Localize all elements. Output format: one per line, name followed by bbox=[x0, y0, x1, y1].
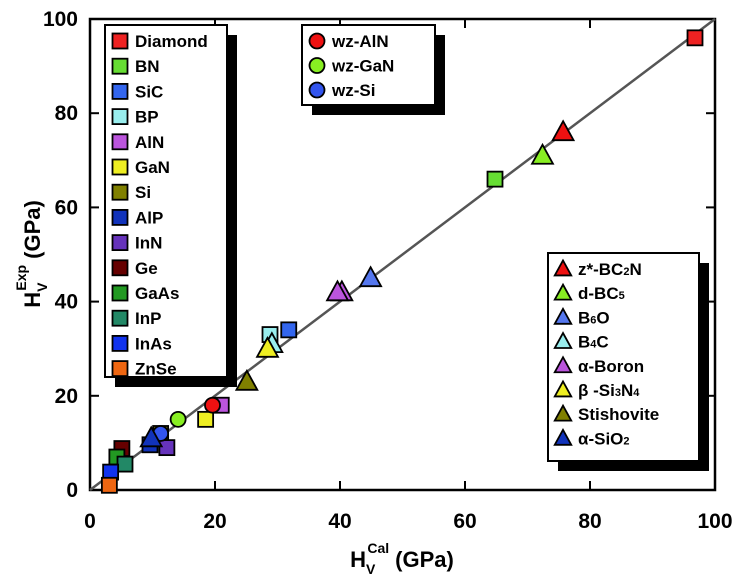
y-tick-label: 40 bbox=[55, 291, 78, 314]
legend-marker-b4c bbox=[553, 331, 573, 349]
data-point-z-bc2n bbox=[551, 119, 576, 142]
legend-label-wz-aln: wz-AlN bbox=[331, 32, 389, 51]
legend-label-wz-si: wz-Si bbox=[331, 81, 375, 100]
y-ticks: 0 20 40 60 80 100 bbox=[43, 8, 715, 502]
plot-frame bbox=[88, 17, 717, 492]
legend-label-d-bc5: d-BC5 bbox=[578, 284, 625, 303]
legend-marker-wz-gan bbox=[308, 57, 326, 74]
legend-label-sic: SiC bbox=[135, 82, 163, 101]
legend-label-ge: Ge bbox=[135, 259, 158, 278]
data-point-b6o bbox=[358, 265, 383, 288]
legend-label-alp: AlP bbox=[135, 208, 163, 227]
legend-complex: z*-BC2N d-BC5 B6O B4C α-Boron β -Si3N4 Stishov… bbox=[547, 252, 709, 471]
legend-marker-z-bc2n bbox=[553, 258, 573, 277]
data-point-wz-aln bbox=[204, 396, 221, 414]
plot-frame-group bbox=[88, 17, 717, 492]
y-axis-label-sup: Exp bbox=[13, 265, 29, 291]
legend-marker-znse bbox=[111, 360, 129, 378]
legend-label-aln: AlN bbox=[135, 133, 164, 152]
data-point-si3n4 bbox=[255, 336, 280, 358]
data-point-znse bbox=[100, 476, 118, 494]
data-point-sic bbox=[280, 321, 298, 339]
data-point-stishovite bbox=[234, 368, 259, 391]
y-tick-label: 80 bbox=[55, 102, 78, 125]
data-point-inn bbox=[158, 439, 176, 457]
legend-label-gaas: GaAs bbox=[135, 284, 179, 303]
legend-marker-bn bbox=[111, 57, 129, 75]
legend-label-b4c: B4C bbox=[578, 333, 609, 352]
legend-label-znse: ZnSe bbox=[135, 360, 177, 379]
x-tick-label: 0 bbox=[84, 510, 96, 533]
legend-label-b6o: B6O bbox=[578, 308, 610, 327]
legend-marker-inp bbox=[111, 309, 129, 327]
legend-marker-sic bbox=[111, 83, 129, 100]
legend-label-gan: GaN bbox=[135, 158, 170, 177]
legend-marker-gan bbox=[111, 158, 129, 176]
data-point-wz-gan bbox=[169, 410, 187, 428]
legend-wurtzite: wz-AlN wz-GaN wz-Si bbox=[301, 24, 445, 115]
legend-marker-gaas bbox=[111, 284, 129, 302]
data-point-boron-1 bbox=[325, 279, 350, 302]
data-point-diamond bbox=[686, 29, 704, 47]
legend-marker-diamond bbox=[111, 32, 129, 50]
legend-cubic: Diamond BN SiC BP AlN GaN Si AlP InN Ge GaAs InP InA… bbox=[104, 24, 237, 387]
x-axis-label-sub: V bbox=[366, 561, 376, 577]
data-point-bn bbox=[486, 170, 504, 188]
legend-marker-wz-aln bbox=[308, 32, 326, 50]
legend-label-inp: InP bbox=[135, 309, 161, 328]
x-tick-label: 100 bbox=[697, 510, 732, 533]
legend-label-si3n4: β -Si3N4 bbox=[578, 381, 640, 400]
legend-marker-stishovite bbox=[553, 403, 573, 422]
data-points bbox=[100, 29, 704, 494]
x-ticks: 0 20 40 60 80 100 bbox=[84, 19, 733, 533]
y-tick-label: 20 bbox=[55, 385, 78, 408]
y-axis-label: HV Exp (GPa) bbox=[13, 200, 50, 308]
x-axis-label-sup: Cal bbox=[367, 540, 389, 556]
legend-marker-inn bbox=[111, 234, 129, 252]
legend-marker-alp bbox=[111, 208, 129, 226]
y-axis-label-sub: V bbox=[34, 282, 50, 292]
legend-marker-d-bc5 bbox=[553, 282, 573, 301]
y-tick-label: 60 bbox=[55, 196, 78, 219]
legend-marker-si bbox=[111, 183, 129, 201]
legend-marker-si3n4 bbox=[553, 379, 573, 398]
legend-label-stishovite: Stishovite bbox=[578, 405, 659, 424]
y-tick-label: 100 bbox=[43, 8, 78, 31]
legend-label-sio2: α-SiO2 bbox=[578, 429, 630, 448]
legend-marker-aln bbox=[111, 133, 129, 151]
data-point-d-bc5 bbox=[530, 142, 555, 165]
legend-label-inn: InN bbox=[135, 234, 162, 253]
legend-label-bp: BP bbox=[135, 108, 159, 127]
legend-complex-box bbox=[547, 252, 700, 462]
legend-marker-bp bbox=[111, 108, 129, 125]
y-tick-label: 0 bbox=[66, 479, 78, 502]
legend-marker-wz-si bbox=[308, 81, 326, 99]
x-axis-label-unit: (GPa) bbox=[395, 547, 454, 572]
legend-label-inas: InAs bbox=[135, 334, 172, 353]
legend-label-bn: BN bbox=[135, 57, 160, 76]
legend-marker-sio2 bbox=[553, 427, 573, 446]
x-tick-label: 40 bbox=[328, 510, 351, 533]
reference-line bbox=[89, 18, 716, 491]
x-tick-label: 80 bbox=[578, 510, 601, 533]
legend-label-si: Si bbox=[135, 183, 151, 202]
data-point-gan bbox=[197, 410, 215, 428]
legend-marker-inas bbox=[111, 334, 129, 352]
data-point-inp bbox=[116, 455, 134, 473]
legend-label-wz-gan: wz-GaN bbox=[331, 57, 394, 76]
x-axis-label-main: H bbox=[350, 547, 366, 572]
legend-marker-boron bbox=[553, 355, 573, 374]
data-point-sio2 bbox=[139, 425, 164, 448]
y-axis-label-main: H bbox=[20, 292, 45, 308]
legend-label-boron: α-Boron bbox=[578, 357, 644, 376]
x-tick-label: 60 bbox=[453, 510, 476, 533]
legend-label-diamond: Diamond bbox=[135, 32, 208, 51]
x-axis-label: HV Cal (GPa) bbox=[350, 540, 454, 577]
legend-marker-b6o bbox=[553, 306, 573, 325]
legend-label-z-bc2n: z*-BC2N bbox=[578, 260, 642, 279]
x-tick-label: 20 bbox=[203, 510, 226, 533]
legend-marker-ge bbox=[111, 259, 129, 277]
y-axis-label-unit: (GPa) bbox=[20, 200, 45, 259]
